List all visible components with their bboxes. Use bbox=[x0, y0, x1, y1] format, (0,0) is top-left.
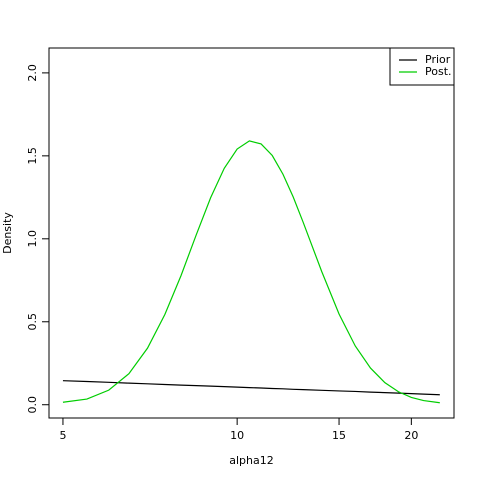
series-line bbox=[62, 380, 440, 396]
y-tick-label: 1.0 bbox=[26, 230, 39, 248]
y-tick-label: 2.0 bbox=[26, 64, 39, 82]
legend-label: Post. bbox=[425, 65, 452, 78]
y-tick-label: 0.5 bbox=[26, 313, 39, 331]
legend-label: Prior bbox=[425, 53, 451, 66]
x-tick-label: 20 bbox=[404, 429, 418, 442]
x-tick-label: 5 bbox=[59, 429, 66, 442]
legend-box bbox=[389, 47, 455, 86]
y-tick-label: 1.5 bbox=[26, 147, 39, 165]
x-tick-label: 15 bbox=[332, 429, 346, 442]
plot-frame bbox=[48, 47, 455, 419]
x-tick-label: 10 bbox=[230, 429, 244, 442]
series-line bbox=[62, 140, 440, 404]
x-axis-label: alpha12 bbox=[229, 454, 274, 467]
y-axis-label: Density bbox=[1, 212, 14, 254]
y-tick-label: 0.0 bbox=[26, 396, 39, 414]
